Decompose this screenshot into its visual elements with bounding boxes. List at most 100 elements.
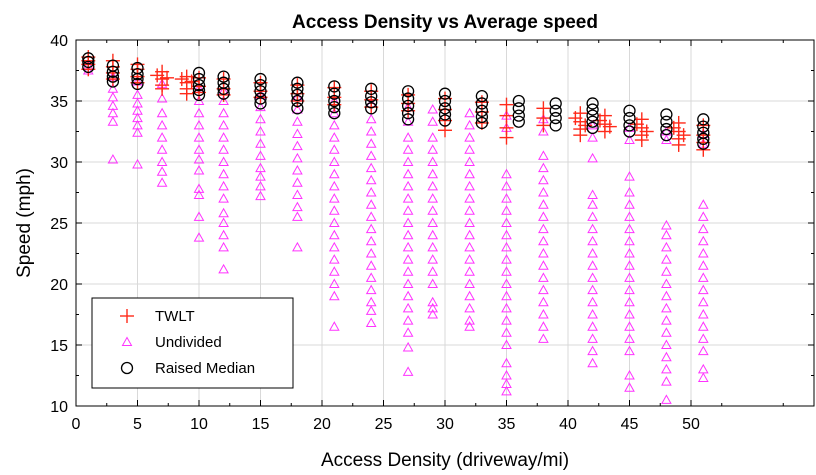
triangle-point	[402, 180, 414, 191]
circle-point	[549, 97, 562, 110]
triangle-point	[464, 229, 475, 240]
triangle-point	[501, 205, 512, 215]
plus-point	[671, 137, 686, 152]
triangle-point	[538, 308, 549, 319]
circle-point	[291, 76, 304, 89]
triangle-point	[587, 284, 598, 295]
triangle-point	[661, 376, 672, 386]
triangle-point	[624, 199, 635, 209]
triangle-point	[328, 193, 340, 203]
triangle-point	[538, 296, 549, 307]
triangle-point	[132, 158, 143, 169]
triangle-point	[464, 321, 475, 331]
circle-point	[697, 132, 710, 145]
triangle-point	[661, 241, 672, 252]
triangle-point	[292, 116, 303, 126]
triangle-point	[587, 321, 598, 331]
triangle-point	[193, 119, 205, 130]
triangle-point	[661, 290, 672, 301]
triangle-point	[365, 247, 377, 258]
triangle-point	[624, 321, 635, 331]
triangle-point	[218, 193, 229, 203]
triangle-point	[538, 125, 549, 136]
circle-point	[192, 83, 206, 97]
triangle-point	[402, 144, 414, 154]
circle-point	[512, 94, 525, 108]
plus-point	[536, 118, 551, 133]
circle-point	[549, 119, 562, 132]
triangle-point	[328, 119, 340, 130]
y-tick-label: 40	[50, 33, 68, 50]
circle-point	[254, 92, 267, 105]
triangle-point	[501, 278, 512, 288]
legend-circle-marker	[120, 361, 134, 375]
triangle-point	[328, 205, 340, 215]
triangle-point	[156, 156, 168, 166]
triangle-point	[402, 266, 414, 276]
triangle-point	[697, 272, 709, 282]
triangle-point	[427, 104, 439, 114]
circle-point	[512, 109, 525, 122]
triangle-point	[255, 190, 266, 201]
triangle-point	[624, 308, 635, 319]
plus-point	[174, 72, 189, 87]
triangle-point	[156, 93, 168, 103]
triangle-point	[402, 156, 414, 166]
triangle-point	[427, 156, 439, 166]
x-tick-label: 0	[72, 416, 81, 433]
triangle-point	[193, 132, 205, 142]
triangle-point	[218, 132, 229, 142]
triangle-point	[328, 290, 340, 301]
circle-point	[586, 115, 599, 128]
plus-point	[184, 74, 199, 89]
triangle-point	[624, 296, 635, 307]
triangle-point	[402, 366, 414, 376]
circle-point	[586, 97, 599, 110]
triangle-point	[107, 91, 119, 102]
triangle-point	[328, 168, 340, 179]
triangle-point	[218, 217, 229, 227]
triangle-point	[697, 211, 709, 221]
y-tick-label: 15	[50, 338, 68, 355]
triangle-point	[328, 278, 340, 288]
circle-point	[254, 78, 267, 92]
triangle-point	[365, 138, 377, 148]
triangle-point	[464, 302, 475, 313]
circle-point	[291, 82, 304, 95]
triangle-point	[464, 315, 475, 325]
circle-point	[328, 87, 341, 100]
triangle-point	[427, 132, 439, 142]
circle-point	[131, 68, 144, 81]
triangle-point	[365, 125, 377, 136]
legend-label: TWLT	[155, 308, 195, 325]
series-layer	[81, 50, 711, 404]
triangle-point	[402, 327, 414, 337]
triangle-point	[156, 107, 168, 118]
triangle-point	[661, 278, 672, 288]
triangle-point	[218, 241, 229, 252]
triangle-point	[697, 372, 709, 382]
triangle-point	[365, 150, 377, 160]
legend: TWLT Undivided Raised Median	[91, 297, 294, 389]
circle-point	[623, 119, 636, 132]
circle-point	[254, 72, 267, 86]
triangle-point	[365, 317, 377, 328]
triangle-point	[402, 241, 414, 252]
triangle-point	[193, 232, 205, 242]
triangle-point	[464, 290, 475, 301]
triangle-point	[538, 150, 549, 160]
triangle-point	[193, 189, 205, 199]
circle-point	[131, 72, 144, 86]
x-tick-label: 40	[559, 416, 577, 433]
plus-point	[179, 86, 194, 101]
triangle-point	[661, 229, 672, 240]
triangle-point	[501, 290, 512, 301]
triangle-point	[464, 144, 475, 154]
triangle-point	[697, 321, 709, 331]
triangle-point	[661, 302, 672, 313]
triangle-point	[624, 186, 635, 197]
triangle-point	[328, 241, 340, 252]
triangle-point	[365, 305, 377, 315]
legend-plus-marker	[120, 309, 134, 323]
triangle-point	[624, 223, 635, 234]
